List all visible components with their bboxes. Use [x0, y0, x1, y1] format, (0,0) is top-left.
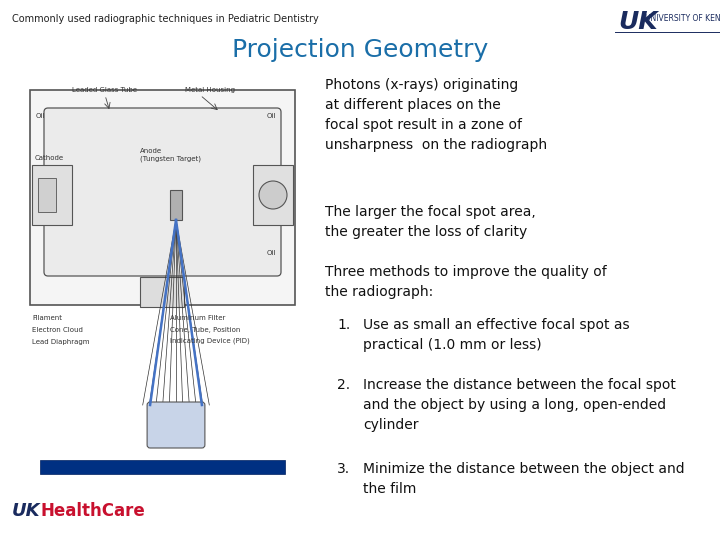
Text: HealthCare: HealthCare: [40, 502, 145, 520]
Text: 2.: 2.: [337, 378, 350, 392]
FancyBboxPatch shape: [147, 402, 205, 448]
Text: Indicating Device (PID): Indicating Device (PID): [170, 337, 250, 343]
Text: UNIVERSITY OF KENTUCKY: UNIVERSITY OF KENTUCKY: [645, 14, 720, 23]
Text: Minimize the distance between the object and
the film: Minimize the distance between the object…: [363, 462, 685, 496]
Bar: [40, 460, 285, 474]
Text: 1.: 1.: [337, 318, 350, 332]
Text: Projection Geometry: Projection Geometry: [232, 38, 488, 62]
Bar: [253, 165, 293, 225]
Text: UK: UK: [618, 10, 657, 34]
Text: 3.: 3.: [337, 462, 350, 476]
Bar: [140, 277, 184, 307]
Text: Aluminum Filter: Aluminum Filter: [170, 315, 225, 321]
Text: Oil: Oil: [36, 113, 45, 119]
Text: The larger the focal spot area,
the greater the loss of clarity: The larger the focal spot area, the grea…: [325, 205, 536, 239]
Circle shape: [259, 181, 287, 209]
Text: Three methods to improve the quality of
the radiograph:: Three methods to improve the quality of …: [325, 265, 607, 299]
Text: Anode
(Tungsten Target): Anode (Tungsten Target): [140, 148, 201, 161]
Text: Filament: Filament: [32, 315, 62, 321]
Text: Photons (x-rays) originating
at different places on the
focal spot result in a z: Photons (x-rays) originating at differen…: [325, 78, 547, 152]
Text: Lead Diaphragm: Lead Diaphragm: [32, 339, 89, 345]
Text: Cathode: Cathode: [35, 155, 64, 161]
Bar: [38, 178, 56, 212]
Bar: [170, 190, 182, 220]
Text: Use as small an effective focal spot as
practical (1.0 mm or less): Use as small an effective focal spot as …: [363, 318, 629, 352]
FancyBboxPatch shape: [44, 108, 281, 276]
Text: Cone, Tube, Position: Cone, Tube, Position: [170, 327, 240, 333]
Text: Increase the distance between the focal spot
and the object by using a long, ope: Increase the distance between the focal …: [363, 378, 676, 432]
Text: Commonly used radiographic techniques in Pediatric Dentistry: Commonly used radiographic techniques in…: [12, 14, 319, 24]
Text: Leaded Glass Tube: Leaded Glass Tube: [72, 87, 137, 93]
Text: Metal Housing: Metal Housing: [185, 87, 235, 93]
Bar: [32, 165, 72, 225]
Text: Oil: Oil: [267, 250, 276, 256]
Text: Oil: Oil: [267, 113, 276, 119]
Bar: [30, 90, 295, 305]
Text: UK: UK: [12, 502, 40, 520]
Text: Electron Cloud: Electron Cloud: [32, 327, 83, 333]
